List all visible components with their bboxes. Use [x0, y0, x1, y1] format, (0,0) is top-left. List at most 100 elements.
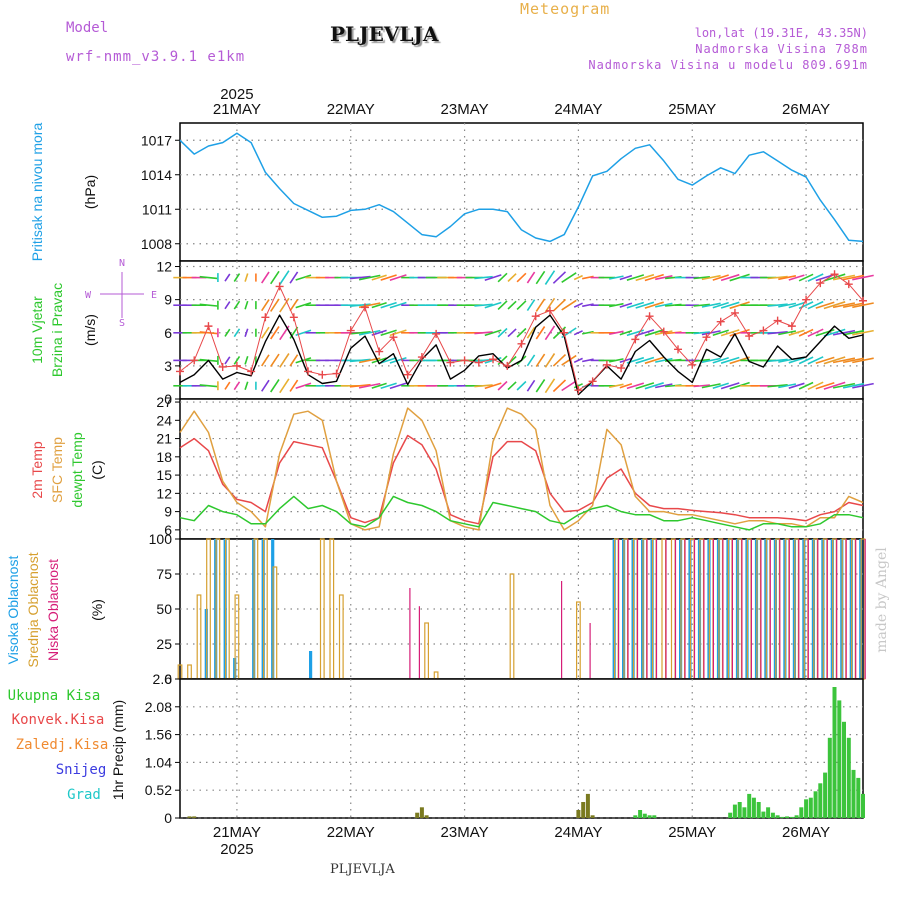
watermark-text: made by Angel	[874, 547, 890, 653]
wind-barb	[798, 328, 814, 337]
wind-barb	[852, 382, 874, 389]
wind-barb	[842, 382, 865, 389]
wind-gust-marker	[674, 345, 683, 354]
wind-barb	[807, 300, 824, 310]
wind-barb	[516, 272, 527, 283]
wind-barb	[295, 274, 312, 281]
y-tick-label: 24	[156, 412, 172, 428]
wind-barb	[349, 331, 371, 335]
wind-barb	[798, 273, 814, 282]
day-label-top: 21MAY	[213, 101, 261, 118]
wind-barb	[573, 357, 583, 364]
cloud-bar-low	[703, 539, 705, 679]
wind-barb	[295, 357, 312, 364]
wind-barb	[371, 302, 387, 309]
wind-barb	[484, 274, 502, 281]
wind-barb	[832, 274, 856, 281]
wind-gust-marker	[289, 313, 298, 322]
wind-barb	[270, 270, 280, 285]
wind-barb	[842, 274, 865, 281]
wind-barb	[526, 354, 536, 367]
wind-gust-marker	[730, 308, 739, 317]
y-tick-label: 0	[164, 391, 172, 407]
wind-barb	[380, 301, 397, 309]
precip-bar	[576, 810, 581, 818]
wind-gust-marker	[375, 347, 384, 356]
precip-bar	[794, 815, 799, 818]
precip-bar	[633, 815, 638, 818]
y-tick-label: 2.08	[145, 699, 172, 715]
pressure-unit-label: (hPa)	[82, 175, 98, 209]
wind-barb	[371, 329, 387, 336]
wind-barb	[535, 326, 546, 340]
compass-north-label: N	[119, 258, 125, 269]
wind-barb	[371, 274, 387, 281]
wind-barb	[644, 329, 664, 337]
wind-gust-marker	[232, 361, 241, 370]
cloud-bar-low	[684, 539, 686, 679]
day-label-top: 22MAY	[327, 101, 375, 118]
cloud-axis-label-low: Niska Oblacnost	[45, 559, 61, 661]
wind-barb	[233, 355, 241, 365]
compass-west-label: W	[85, 290, 92, 301]
wind-barb	[484, 301, 502, 309]
altitude-label: Nadmorska Visina 788m	[695, 42, 868, 56]
wind-gust-marker	[773, 316, 782, 325]
cloud-bar-low	[665, 539, 667, 679]
precip-panel: 0 0.52 1.04 1.56 2.08 2.6	[145, 671, 865, 826]
wind-barb	[693, 331, 710, 335]
cloud-bar-low	[693, 539, 696, 679]
y-tick-label: 0.52	[145, 782, 172, 798]
wind-barb	[807, 328, 824, 338]
wind-barb	[712, 329, 729, 337]
wind-barb	[380, 274, 397, 281]
wind-gust-marker	[787, 322, 796, 331]
wind-barb	[244, 356, 249, 365]
wind-barb	[544, 353, 556, 368]
wind-barb	[778, 275, 797, 281]
wind-barb	[798, 356, 814, 365]
wind-barb	[261, 379, 270, 392]
wind-barb	[573, 330, 583, 336]
wind-barb	[720, 273, 740, 282]
precip-legend-item: Ukupna Kisa	[8, 688, 101, 704]
wind-barb	[712, 382, 729, 390]
wind-barb	[516, 300, 527, 310]
wind-barb	[823, 381, 846, 390]
wind-barb	[693, 303, 710, 307]
day-label-top: 26MAY	[782, 101, 830, 118]
year-label-bottom: 2025	[220, 841, 253, 858]
wind-barb	[815, 273, 835, 282]
wind-barb	[484, 329, 502, 337]
wind-barb	[199, 303, 218, 307]
wind-barb	[289, 271, 299, 284]
wind-barb	[644, 382, 664, 390]
precip-bar	[780, 816, 785, 818]
precip-axis-label: 1hr Precip (mm)	[110, 700, 126, 800]
precip-bar	[732, 804, 737, 818]
wind-barb	[526, 379, 536, 392]
wind-gust-marker	[545, 306, 554, 315]
wind-barb	[635, 301, 655, 309]
wind-gust-marker	[659, 327, 668, 336]
wind-barb	[526, 299, 536, 312]
wind-barb	[788, 329, 805, 336]
town-title: PLJEVLJA	[330, 22, 439, 46]
precip-bar	[856, 777, 861, 818]
wind-barb	[701, 302, 721, 308]
wind-gust-marker	[531, 312, 540, 321]
wind-barb	[544, 270, 556, 285]
wind-gust-marker	[432, 329, 441, 338]
wind-barb	[720, 329, 740, 337]
wind-barb	[842, 329, 865, 336]
wind-barb	[712, 357, 729, 364]
wind-barb	[261, 271, 270, 284]
wind-barb	[349, 383, 371, 388]
compass-cross-icon	[100, 272, 144, 318]
wind-barb	[852, 302, 874, 309]
wind-barb	[807, 356, 824, 365]
compass-east-label: E	[151, 290, 157, 301]
precip-bar	[187, 816, 192, 818]
wind-barb	[552, 271, 567, 284]
